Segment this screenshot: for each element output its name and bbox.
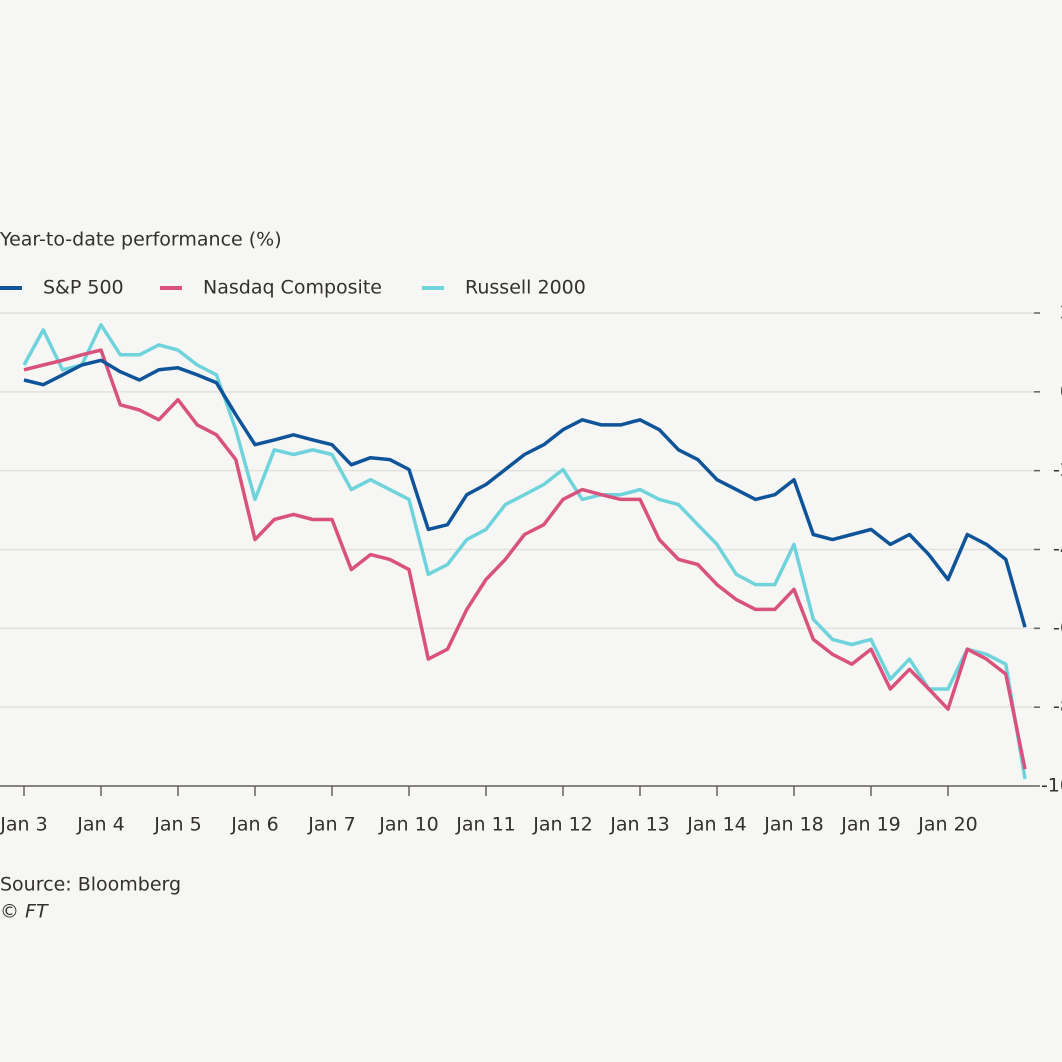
- x-tick-label: Jan 18: [763, 814, 824, 836]
- credit: © FT: [0, 901, 49, 923]
- x-tick-label: Jan 13: [609, 814, 670, 836]
- x-tick-label: Jan 10: [378, 814, 439, 836]
- series-line: [22, 323, 1027, 780]
- y-tick-label: -4: [1053, 538, 1062, 560]
- x-tick-label: Jan 5: [153, 814, 201, 836]
- series-line: [23, 348, 1027, 770]
- x-tick-label: Jan 6: [230, 814, 278, 836]
- x-tick-label: Jan 11: [455, 814, 516, 836]
- y-tick-label: -6: [1053, 617, 1062, 639]
- y-tick-label: -10: [1041, 775, 1062, 797]
- x-tick-label: Jan 4: [76, 814, 124, 836]
- y-tick-label: 2: [1060, 302, 1062, 324]
- legend-label: S&P 500: [43, 277, 124, 299]
- x-tick-label: Jan 12: [532, 814, 593, 836]
- x-tick-label: Jan 19: [840, 814, 901, 836]
- legend-label: Russell 2000: [465, 277, 586, 299]
- x-tick-label: Jan 3: [0, 814, 48, 836]
- x-tick-label: Jan 7: [307, 814, 355, 836]
- x-tick-label: Jan 20: [917, 814, 978, 836]
- y-tick-label: 0: [1060, 380, 1062, 402]
- legend-label: Nasdaq Composite: [203, 277, 382, 299]
- source: Source: Bloomberg: [0, 874, 181, 896]
- y-tick-label: -2: [1053, 459, 1062, 481]
- x-tick-label: Jan 14: [686, 814, 747, 836]
- y-tick-label: -8: [1053, 696, 1062, 718]
- chart-title: Year-to-date performance (%): [0, 229, 282, 251]
- series-line: [23, 358, 1027, 628]
